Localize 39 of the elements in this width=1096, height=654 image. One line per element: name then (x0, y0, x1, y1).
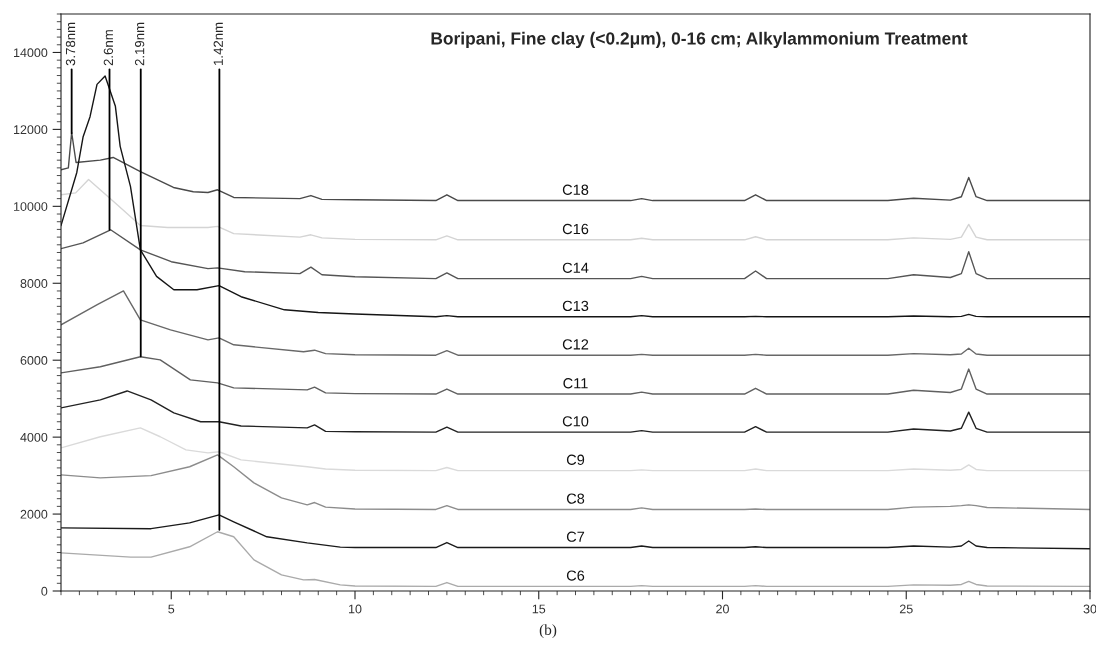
x-tick-label: 10 (349, 604, 362, 614)
line-series (61, 454, 1090, 511)
series-label: C12 (562, 339, 589, 350)
series-label: C14 (562, 262, 589, 273)
line-series (61, 290, 1090, 356)
x-tick-label: 30 (1083, 604, 1096, 614)
x-tick-label: 25 (899, 604, 913, 614)
x-tick-label: 20 (716, 604, 729, 614)
line-series (61, 75, 1090, 318)
line-series (61, 178, 1090, 241)
annotation: 2.6nm (103, 30, 114, 66)
line-series (61, 131, 1090, 202)
series-label: C8 (566, 493, 585, 504)
x-tick-label: 5 (168, 604, 175, 614)
annotation: 2.19nm (134, 22, 145, 66)
y-tick-label: 14000 (14, 48, 48, 58)
y-tick-label: 6000 (20, 356, 48, 365)
y-tick-label: 0 (41, 586, 48, 596)
text: Boripani, Fine clay (<0.2μm), 0-16 cm; Alkylammonium Treatment (431, 31, 968, 49)
series-label: C16 (562, 223, 589, 235)
y-tick-label: 12000 (14, 125, 48, 135)
annotation: 1.42nm (213, 22, 223, 65)
text: (b) (539, 624, 557, 639)
y-tick-label: 10000 (14, 202, 48, 211)
series-label: C9 (566, 454, 585, 465)
series-label: C10 (562, 416, 589, 427)
y-tick-label: 8000 (20, 279, 48, 288)
line-series (61, 531, 1090, 588)
series-label: C18 (562, 184, 589, 195)
y-tick-label: 4000 (20, 432, 48, 442)
series-label: C6 (566, 570, 585, 581)
line-series (61, 427, 1090, 472)
x-tick-label: 15 (532, 604, 546, 614)
line-series (61, 356, 1090, 395)
series-label: C11 (563, 378, 588, 389)
series-label: C13 (562, 300, 589, 312)
annotation: 3.78nm (65, 22, 76, 66)
y-tick-label: 2000 (20, 509, 48, 519)
series-label: C7 (566, 531, 585, 542)
